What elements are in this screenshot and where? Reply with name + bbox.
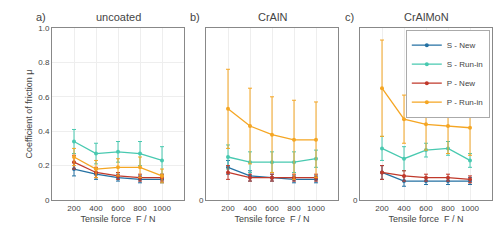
svg-text:CrAlMoN: CrAlMoN (404, 11, 449, 23)
svg-text:1000: 1000 (461, 204, 479, 213)
svg-text:uncoated: uncoated (96, 11, 141, 23)
svg-text:0.2: 0.2 (38, 161, 50, 170)
svg-text:P - New: P - New (447, 79, 476, 88)
svg-text:0.8: 0.8 (38, 58, 50, 67)
svg-text:0.6: 0.6 (38, 93, 50, 102)
svg-text:c): c) (345, 11, 354, 23)
svg-text:P - Run-in: P - Run-in (447, 98, 483, 107)
svg-text:Coefficient of friction μ: Coefficient of friction μ (24, 69, 34, 158)
svg-text:200: 200 (375, 204, 389, 213)
svg-text:0: 0 (45, 196, 50, 205)
svg-text:400: 400 (397, 204, 411, 213)
svg-text:200: 200 (67, 204, 81, 213)
svg-text:0.4: 0.4 (38, 127, 50, 136)
svg-text:1000: 1000 (307, 204, 325, 213)
svg-text:200: 200 (221, 204, 235, 213)
svg-text:600: 600 (265, 204, 279, 213)
svg-text:S - Run-in: S - Run-in (447, 60, 483, 69)
svg-text:400: 400 (89, 204, 103, 213)
svg-text:800: 800 (287, 204, 301, 213)
svg-text:600: 600 (111, 204, 125, 213)
svg-text:800: 800 (133, 204, 147, 213)
svg-text:Tensile force F / N: Tensile force F / N (80, 214, 155, 224)
svg-text:600: 600 (419, 204, 433, 213)
svg-text:1.0: 1.0 (38, 24, 50, 33)
svg-text:CrAlN: CrAlN (258, 11, 287, 23)
svg-text:b): b) (190, 11, 200, 23)
svg-text:1000: 1000 (153, 204, 171, 213)
svg-text:400: 400 (243, 204, 257, 213)
svg-text:0: 0 (199, 196, 204, 205)
svg-text:Tensile force F / N: Tensile force F / N (234, 214, 309, 224)
svg-text:0: 0 (353, 196, 358, 205)
svg-text:Tensile force F / N: Tensile force F / N (388, 214, 463, 224)
svg-text:800: 800 (441, 204, 455, 213)
svg-text:S - New: S - New (447, 41, 476, 50)
svg-text:a): a) (36, 11, 46, 23)
